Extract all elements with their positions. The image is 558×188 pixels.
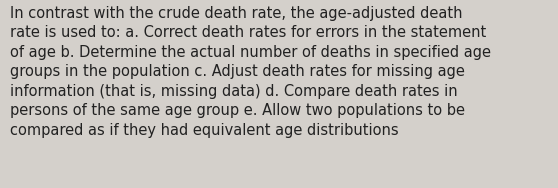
- Text: In contrast with the crude death rate, the age-adjusted death
rate is used to: a: In contrast with the crude death rate, t…: [10, 6, 491, 138]
